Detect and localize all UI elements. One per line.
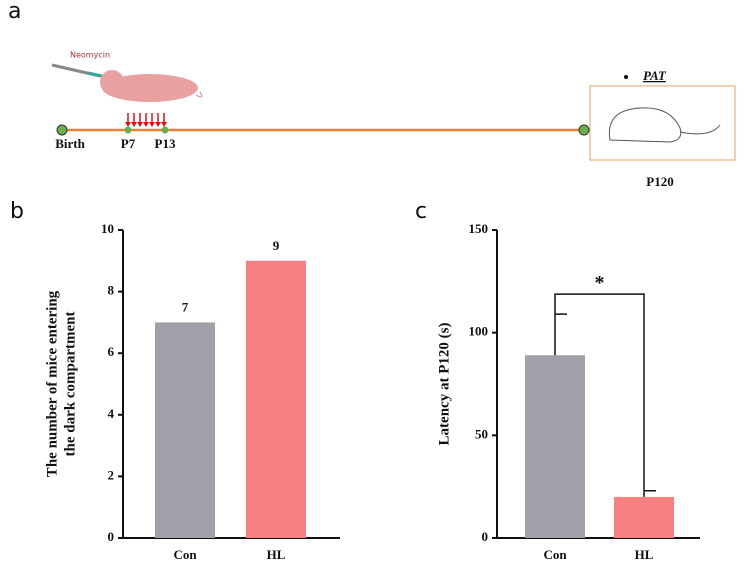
error-bar [643,490,656,497]
bar [614,496,674,538]
y-tick-label: 6 [108,344,115,359]
bar [246,260,306,538]
time-label: Birth [55,136,85,151]
time-label: P13 [155,136,176,151]
y-axis-label: the dark compartment [62,312,78,457]
error-bar [554,313,567,356]
mouse [608,107,721,143]
end-label: P120 [646,174,673,189]
panel-label: c [415,199,427,224]
x-tick-label: Con [173,547,197,562]
test-label: PAT [643,68,667,83]
y-axis-label: The number of mice entering [44,290,60,477]
bar [525,355,585,538]
significance-bracket [554,293,645,491]
y-tick-label: 0 [108,529,115,544]
pup-head [100,70,124,94]
y-tick-label: 10 [101,221,114,236]
panel-label: a [8,0,21,24]
panel-label: b [10,199,24,224]
time-point [56,124,68,136]
time-point [578,124,590,136]
value-label: 7 [182,299,189,314]
test-box [589,85,736,161]
syringe-needle [87,71,103,78]
x-tick-label: HL [635,547,654,562]
arrow-heads [125,122,167,127]
y-tick-label: 50 [475,426,488,441]
y-tick-label: 150 [469,221,489,236]
pup [102,74,198,102]
y-tick-label: 4 [108,406,115,421]
y-tick-label: 2 [108,467,115,482]
injection-arrows [127,113,165,125]
significance-label: * [595,272,605,294]
x-tick-label: Con [543,547,567,562]
drug-label: Neomycin [70,51,110,60]
y-tick-label: 8 [108,283,115,298]
timeline: Neomycin Birth P7 P13 PAT P120 [51,51,736,189]
time-point [124,126,132,134]
y-tick-label: 0 [482,529,489,544]
time-point [161,126,169,134]
value-label: 9 [273,238,280,253]
bar [155,322,215,538]
pup-tail [195,91,203,98]
time-label: P7 [121,136,136,151]
y-tick-label: 100 [469,324,489,339]
bullet [624,75,628,79]
x-tick-label: HL [267,547,286,562]
y-axis-label: Latency at P120 (s) [436,323,452,446]
